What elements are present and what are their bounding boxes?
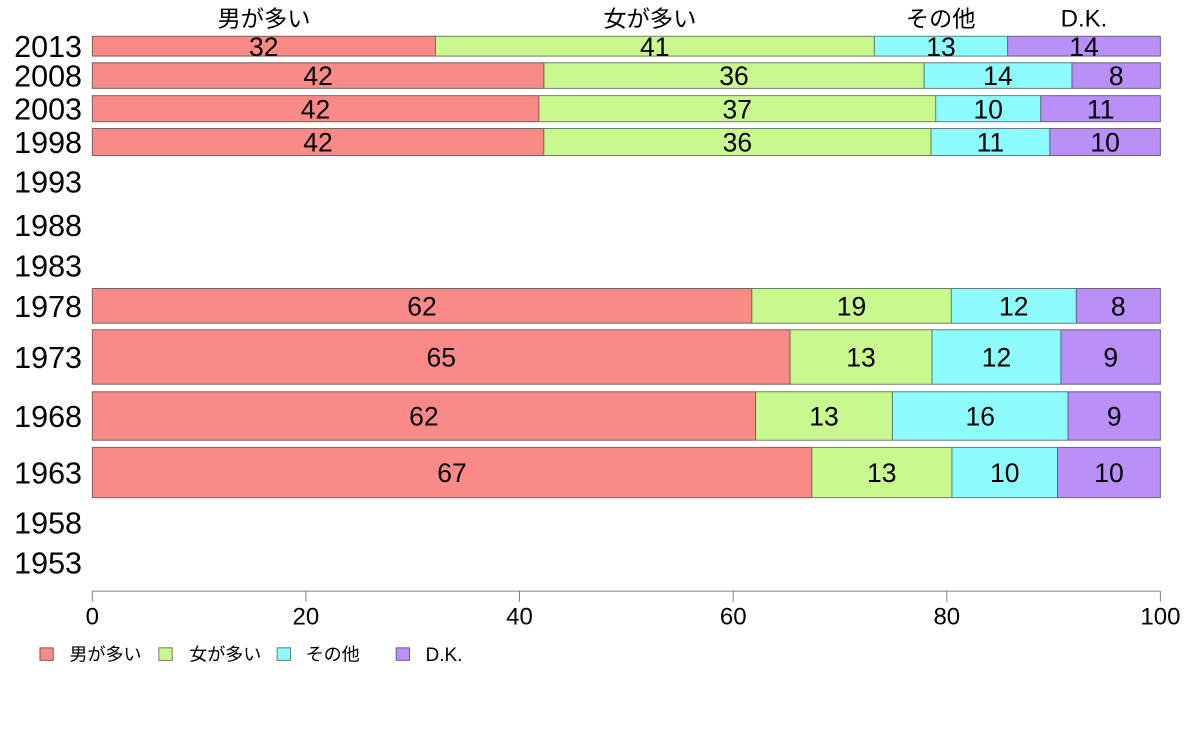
svg-text:14: 14: [1069, 32, 1098, 62]
svg-text:1958: 1958: [14, 507, 82, 541]
svg-text:42: 42: [303, 128, 332, 158]
svg-text:67: 67: [437, 458, 466, 488]
svg-text:19: 19: [837, 292, 866, 322]
svg-text:9: 9: [1103, 343, 1118, 373]
svg-text:11: 11: [977, 128, 1005, 158]
svg-text:0: 0: [86, 604, 99, 631]
svg-text:42: 42: [301, 94, 330, 124]
svg-text:1988: 1988: [14, 209, 82, 243]
svg-text:1963: 1963: [14, 456, 82, 490]
svg-text:100: 100: [1140, 604, 1180, 631]
svg-text:62: 62: [407, 292, 436, 322]
svg-text:32: 32: [249, 32, 278, 62]
svg-text:13: 13: [809, 402, 838, 432]
svg-text:1993: 1993: [14, 166, 82, 200]
svg-text:40: 40: [506, 604, 533, 631]
svg-text:10: 10: [973, 94, 1002, 124]
svg-text:62: 62: [409, 402, 438, 432]
svg-text:8: 8: [1111, 292, 1126, 322]
svg-text:D.K.: D.K.: [426, 645, 463, 666]
svg-text:13: 13: [867, 458, 896, 488]
svg-text:80: 80: [933, 604, 960, 631]
svg-text:12: 12: [982, 343, 1011, 373]
svg-text:41: 41: [640, 32, 669, 62]
svg-text:10: 10: [990, 458, 1019, 488]
svg-text:1973: 1973: [14, 341, 82, 375]
svg-text:10: 10: [1094, 458, 1123, 488]
svg-text:11: 11: [1087, 94, 1115, 124]
svg-text:2008: 2008: [14, 60, 82, 94]
svg-text:13: 13: [846, 343, 875, 373]
svg-text:8: 8: [1109, 61, 1124, 91]
svg-text:65: 65: [426, 343, 455, 373]
svg-text:60: 60: [720, 604, 747, 631]
svg-text:13: 13: [926, 32, 955, 62]
svg-text:D.K.: D.K.: [1061, 6, 1108, 33]
svg-text:2013: 2013: [14, 30, 82, 64]
svg-text:36: 36: [719, 61, 748, 91]
svg-text:2003: 2003: [14, 93, 82, 127]
svg-text:12: 12: [999, 292, 1028, 322]
svg-text:20: 20: [293, 604, 320, 631]
svg-text:42: 42: [303, 61, 332, 91]
svg-text:1968: 1968: [14, 400, 82, 434]
svg-text:16: 16: [965, 402, 994, 432]
svg-text:1983: 1983: [14, 250, 82, 284]
svg-text:37: 37: [722, 94, 751, 124]
svg-text:10: 10: [1090, 128, 1119, 158]
svg-text:1998: 1998: [14, 126, 82, 160]
svg-text:36: 36: [723, 128, 752, 158]
svg-text:14: 14: [983, 61, 1012, 91]
svg-text:9: 9: [1107, 402, 1122, 432]
svg-text:1978: 1978: [14, 290, 82, 324]
svg-text:1953: 1953: [14, 547, 82, 581]
